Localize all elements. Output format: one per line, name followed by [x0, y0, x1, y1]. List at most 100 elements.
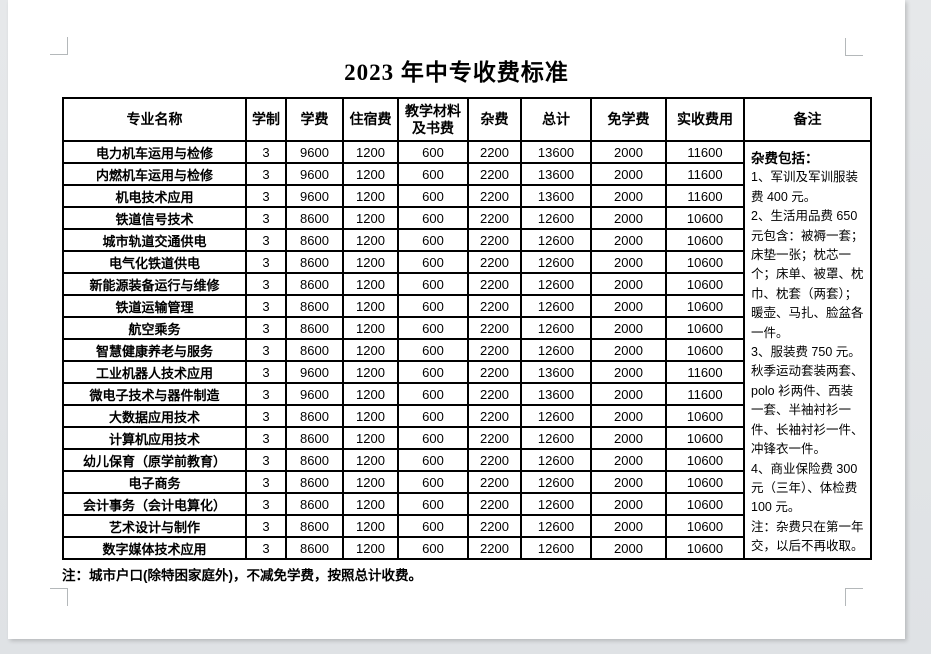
fee-value-cell: 1200	[342, 514, 399, 538]
fee-value-cell: 2000	[590, 536, 667, 560]
fee-value-cell: 2000	[590, 404, 667, 428]
fee-value-cell: 2000	[590, 184, 667, 208]
fee-value-cell: 10600	[665, 448, 745, 472]
fee-value-cell: 2200	[467, 250, 522, 274]
fee-value-cell: 600	[397, 228, 469, 252]
fee-value-cell: 2200	[467, 228, 522, 252]
fee-value-cell: 600	[397, 272, 469, 296]
major-name-cell: 机电技术应用	[62, 184, 247, 208]
fee-value-cell: 10600	[665, 492, 745, 516]
column-header-label: 杂费	[480, 111, 509, 128]
fee-value-cell: 12600	[520, 206, 592, 230]
fee-value-cell: 2000	[590, 382, 667, 406]
fee-value-cell: 2000	[590, 228, 667, 252]
fee-value-cell: 12600	[520, 426, 592, 450]
fee-value-cell: 1200	[342, 294, 399, 318]
fee-value-cell: 8600	[285, 272, 344, 296]
fee-value-cell: 1200	[342, 206, 399, 230]
fee-value-cell: 8600	[285, 492, 344, 516]
fee-value-cell: 1200	[342, 382, 399, 406]
fee-value-cell: 600	[397, 316, 469, 340]
fee-value-cell: 10600	[665, 250, 745, 274]
major-name-cell: 铁道运输管理	[62, 294, 247, 318]
fee-value-cell: 2000	[590, 338, 667, 362]
fee-value-cell: 2200	[467, 316, 522, 340]
fee-value-cell: 8600	[285, 206, 344, 230]
fee-table: 专业名称 学制 学费 住宿费 教学材料及书费 杂费 总计 免学费 实收费用 备注 电力机车运用与检…	[62, 97, 872, 560]
fee-value-cell: 8600	[285, 448, 344, 472]
fee-value-cell: 600	[397, 184, 469, 208]
fee-value-cell: 1200	[342, 536, 399, 560]
fee-value-cell: 11600	[665, 382, 745, 406]
fee-value-cell: 12600	[520, 404, 592, 428]
fee-value-cell: 10600	[665, 206, 745, 230]
table-row: 智慧健康养老与服务 3 8600 1200 600 2200 12600 2000 10600	[62, 338, 871, 362]
fee-value-cell: 2200	[467, 470, 522, 494]
fee-value-cell: 12600	[520, 514, 592, 538]
fee-value-cell: 8600	[285, 404, 344, 428]
major-name-cell: 数字媒体技术应用	[62, 536, 247, 560]
table-row: 艺术设计与制作 3 8600 1200 600 2200 12600 2000 10600	[62, 514, 871, 538]
fee-value-cell: 10600	[665, 316, 745, 340]
major-name-cell: 航空乘务	[62, 316, 247, 340]
fee-value-cell: 12600	[520, 272, 592, 296]
column-header: 备注	[743, 97, 872, 142]
fee-value-cell: 13600	[520, 360, 592, 384]
remarks-line: 3、服装费 750 元。秋季运动套装两套、polo 衫两件、西装一套、半袖衬衫一…	[751, 345, 864, 457]
fee-value-cell: 3	[245, 140, 287, 164]
document-title: 2023 年中专收费标准	[344, 60, 569, 85]
fee-value-cell: 2200	[467, 140, 522, 164]
fee-value-cell: 12600	[520, 448, 592, 472]
table-row: 会计事务（会计电算化） 3 8600 1200 600 2200 12600 2000 1060…	[62, 492, 871, 516]
fee-value-cell: 3	[245, 514, 287, 538]
fee-value-cell: 1200	[342, 250, 399, 274]
fee-value-cell: 8600	[285, 470, 344, 494]
fee-value-cell: 8600	[285, 228, 344, 252]
column-header: 住宿费	[342, 97, 399, 142]
fee-value-cell: 13600	[520, 140, 592, 164]
fee-value-cell: 11600	[665, 140, 745, 164]
fee-value-cell: 600	[397, 250, 469, 274]
fee-value-cell: 12600	[520, 492, 592, 516]
table-row: 内燃机车运用与检修 3 9600 1200 600 2200 13600 2000 11600	[62, 162, 871, 186]
fee-value-cell: 11600	[665, 184, 745, 208]
table-row: 计算机应用技术 3 8600 1200 600 2200 12600 2000 10600	[62, 426, 871, 450]
remarks-line: 4、商业保险费 300 元（三年）、体检费 100 元。	[751, 461, 858, 515]
major-name-cell: 城市轨道交通供电	[62, 228, 247, 252]
fee-value-cell: 2000	[590, 140, 667, 164]
fee-value-cell: 1200	[342, 360, 399, 384]
fee-value-cell: 600	[397, 338, 469, 362]
table-row: 城市轨道交通供电 3 8600 1200 600 2200 12600 2000 10600	[62, 228, 871, 252]
fee-value-cell: 2200	[467, 338, 522, 362]
fee-value-cell: 2200	[467, 536, 522, 560]
fee-value-cell: 3	[245, 294, 287, 318]
column-header-label: 住宿费	[349, 111, 392, 128]
margin-crop-mark-bottom-right-icon	[845, 588, 863, 606]
fee-table-header-row: 专业名称 学制 学费 住宿费 教学材料及书费 杂费 总计 免学费 实收费用 备注	[62, 97, 872, 142]
fee-value-cell: 2000	[590, 206, 667, 230]
major-name-cell: 计算机应用技术	[62, 426, 247, 450]
fee-value-cell: 3	[245, 228, 287, 252]
table-row: 电力机车运用与检修 3 9600 1200 600 2200 13600 2000 11600 杂…	[62, 140, 872, 560]
fee-value-cell: 600	[397, 294, 469, 318]
table-row: 铁道运输管理 3 8600 1200 600 2200 12600 2000 10600	[62, 294, 871, 318]
fee-value-cell: 600	[397, 536, 469, 560]
fee-value-cell: 1200	[342, 492, 399, 516]
fee-value-cell: 9600	[285, 140, 344, 164]
fee-value-cell: 600	[397, 206, 469, 230]
fee-value-cell: 10600	[665, 536, 745, 560]
table-row: 大数据应用技术 3 8600 1200 600 2200 12600 2000 10600	[62, 404, 871, 428]
fee-value-cell: 3	[245, 404, 287, 428]
fee-table-body: 电力机车运用与检修 3 9600 1200 600 2200 13600 2000 11600 杂…	[62, 140, 872, 560]
fee-value-cell: 10600	[665, 470, 745, 494]
fee-value-cell: 2200	[467, 206, 522, 230]
fee-value-cell: 8600	[285, 514, 344, 538]
fee-value-cell: 1200	[342, 184, 399, 208]
fee-value-cell: 600	[397, 382, 469, 406]
fee-value-cell: 1200	[342, 316, 399, 340]
fee-value-cell: 12600	[520, 294, 592, 318]
fee-value-cell: 3	[245, 250, 287, 274]
fee-value-cell: 600	[397, 360, 469, 384]
fee-value-cell: 13600	[520, 382, 592, 406]
